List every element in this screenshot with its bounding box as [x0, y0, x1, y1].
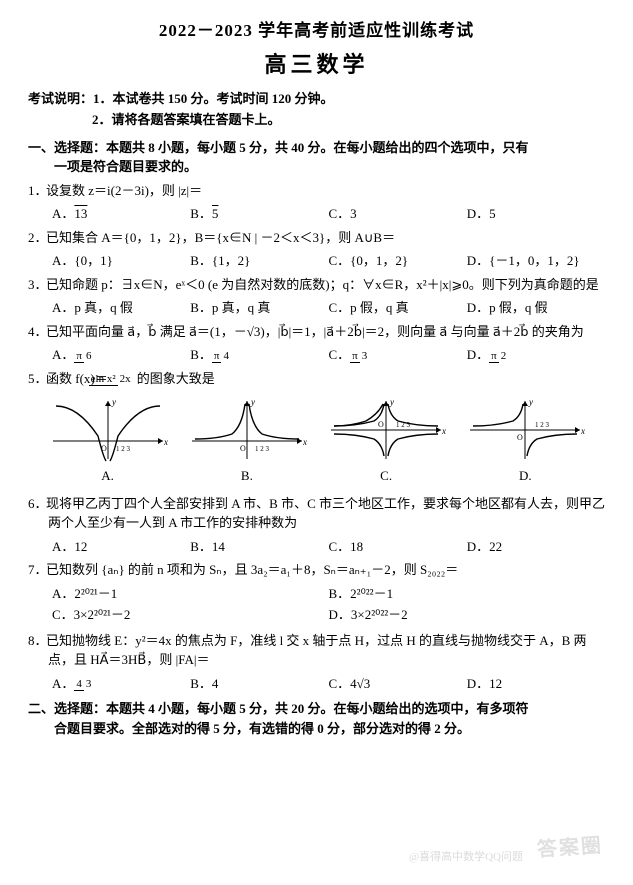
question-7: 7．已知数列 {aₙ} 的前 n 项和为 Sₙ，且 3a₂＝a₁＋8，Sₙ＝aₙ…	[28, 560, 605, 580]
svg-text:O: O	[517, 433, 523, 442]
q8-opt-a: A．43	[52, 674, 190, 694]
q8-options: A．43 B．4 C．4√3 D．12	[28, 674, 605, 694]
svg-text:O: O	[378, 420, 384, 429]
q2-opt-d: D．{－1，0，1，2}	[467, 251, 605, 271]
section-2-heading-a: 二、选择题：本题共 4 小题，每小题 5 分，共 20 分。在每小题给出的选项中…	[28, 701, 529, 716]
q5-graph-b: x y O 1 2 3	[187, 396, 307, 464]
q6-stem: 现将甲乙丙丁四个人全部安排到 A 市、B 市、C 市三个地区工作，要求每个地区都…	[46, 496, 605, 531]
question-1: 1．设复数 z＝i(2－3i)，则 |z|＝	[28, 181, 605, 201]
watermark-text: @喜得高中数学QQ问题	[409, 849, 523, 866]
svg-text:x: x	[580, 426, 585, 436]
q8-opt-d: D．12	[467, 674, 605, 694]
svg-text:1 2 3: 1 2 3	[255, 445, 270, 453]
exam-subject: 高三数学	[28, 48, 605, 81]
q3-opt-c: C．p 假，q 真	[329, 298, 467, 318]
q5-label-d: D.	[456, 466, 595, 486]
q7-number: 7．	[28, 560, 46, 580]
section-1-heading-a: 一、选择题：本题共 8 小题，每小题 5 分，共 40 分。在每小题给出的四个选…	[28, 140, 529, 155]
question-3: 3．已知命题 p：∃x∈N，eˣ＜0 (e 为自然对数的底数)；q：∀x∈R，x…	[28, 275, 605, 295]
q4-number: 4．	[28, 322, 46, 342]
q5-label-c: C.	[317, 466, 456, 486]
svg-text:1 2 3: 1 2 3	[535, 421, 550, 429]
q4-opt-c: C．π3	[329, 345, 467, 365]
q5-number: 5．	[28, 369, 46, 389]
q7-options: A．2²⁰²¹－1 B．2²⁰²²－1 C．3×2²⁰²¹－2 D．3×2²⁰²…	[28, 584, 605, 627]
q6-options: A．12 B．14 C．18 D．22	[28, 537, 605, 557]
q2-opt-c: C．{0，1，2}	[329, 251, 467, 271]
q4-opt-d: D．π2	[467, 345, 605, 365]
q6-opt-c: C．18	[329, 537, 467, 557]
svg-text:O: O	[240, 444, 246, 453]
question-5: 5．函数 f(x)＝eln x²2x 的图象大致是	[28, 369, 605, 389]
question-8: 8．已知抛物线 E：y²＝4x 的焦点为 F，准线 l 交 x 轴于点 H，过点…	[28, 631, 605, 670]
svg-text:y: y	[111, 397, 116, 407]
q1-opt-c: C．3	[329, 204, 467, 224]
q3-number: 3．	[28, 275, 46, 295]
q3-stem: 已知命题 p：∃x∈N，eˣ＜0 (e 为自然对数的底数)；q：∀x∈R，x²＋…	[46, 277, 599, 292]
q2-opt-a: A．{0，1}	[52, 251, 190, 271]
q5-graph-labels: A. B. C. D.	[28, 466, 605, 490]
q2-opt-b: B．{1，2}	[190, 251, 328, 271]
watermark-logo: 答案圈	[536, 831, 604, 866]
question-6: 6．现将甲乙丙丁四个人全部安排到 A 市、B 市、C 市三个地区工作，要求每个地…	[28, 494, 605, 533]
q3-opt-b: B．p 真，q 真	[190, 298, 328, 318]
q7-opt-d: D．3×2²⁰²²－2	[329, 605, 606, 625]
section-2-heading: 二、选择题：本题共 4 小题，每小题 5 分，共 20 分。在每小题给出的选项中…	[28, 699, 605, 738]
q1-opt-b: B．5	[190, 204, 328, 224]
q3-options: A．p 真，q 假 B．p 真，q 真 C．p 假，q 真 D．p 假，q 假	[28, 298, 605, 318]
section-1-heading-b: 一项是符合题目要求的。	[28, 157, 605, 177]
q5-stem-b: 的图象大致是	[134, 371, 215, 386]
svg-text:x: x	[163, 437, 168, 447]
q8-opt-b: B．4	[190, 674, 328, 694]
q4-opt-a: A．π6	[52, 345, 190, 365]
q8-number: 8．	[28, 631, 46, 651]
q3-opt-a: A．p 真，q 假	[52, 298, 190, 318]
q7-opt-a: A．2²⁰²¹－1	[52, 584, 329, 604]
q1-opt-d: D．5	[467, 204, 605, 224]
q5-graph-d: x y O 1 2 3	[465, 396, 585, 464]
q2-stem: 已知集合 A＝{0，1，2}，B＝{x∈N | －2＜x＜3}，则 A∪B＝	[46, 230, 395, 245]
q2-number: 2．	[28, 228, 46, 248]
q7-opt-c: C．3×2²⁰²¹－2	[52, 605, 329, 625]
q1-stem: 设复数 z＝i(2－3i)，则 |z|＝	[46, 183, 202, 198]
instructions-line1: 考试说明：1．本试卷共 150 分。考试时间 120 分钟。	[28, 89, 605, 109]
q5-label-a: A.	[38, 466, 177, 486]
question-2: 2．已知集合 A＝{0，1，2}，B＝{x∈N | －2＜x＜3}，则 A∪B＝	[28, 228, 605, 248]
q4-opt-b: B．π4	[190, 345, 328, 365]
q2-options: A．{0，1} B．{1，2} C．{0，1，2} D．{－1，0，1，2}	[28, 251, 605, 271]
svg-text:y: y	[250, 397, 255, 407]
q1-opt-a: A．13	[52, 204, 190, 224]
svg-text:1 2 3: 1 2 3	[116, 445, 131, 453]
q5-graphs: x y O 1 2 3 x y O 1 2 3 x y O 1 2 3	[28, 392, 605, 464]
q7-stem: 已知数列 {aₙ} 的前 n 项和为 Sₙ，且 3a₂＝a₁＋8，Sₙ＝aₙ₊₁…	[46, 562, 458, 577]
q3-opt-d: D．p 假，q 假	[467, 298, 605, 318]
section-2-heading-b: 合题目要求。全部选对的得 5 分，有选错的得 0 分，部分选对的得 2 分。	[28, 719, 605, 739]
q4-stem: 已知平面向量 a⃗，b⃗ 满足 a⃗＝(1，－√3)，|b⃗|＝1，|a⃗＋2b…	[46, 324, 584, 339]
q6-opt-d: D．22	[467, 537, 605, 557]
q5-label-b: B.	[177, 466, 316, 486]
q6-opt-b: B．14	[190, 537, 328, 557]
instructions-line2: 2．请将各题答案填在答题卡上。	[28, 110, 605, 130]
q7-opt-b: B．2²⁰²²－1	[329, 584, 606, 604]
q6-opt-a: A．12	[52, 537, 190, 557]
q1-number: 1．	[28, 181, 46, 201]
exam-header-year: 2022－2023 学年高考前适应性训练考试	[28, 18, 605, 44]
q5-graph-c: x y O 1 2 3	[326, 396, 446, 464]
q5-graph-a: x y O 1 2 3	[48, 396, 168, 464]
q6-number: 6．	[28, 494, 46, 514]
q8-stem: 已知抛物线 E：y²＝4x 的焦点为 F，准线 l 交 x 轴于点 H，过点 H…	[46, 633, 587, 668]
svg-text:y: y	[528, 397, 533, 407]
q4-options: A．π6 B．π4 C．π3 D．π2	[28, 345, 605, 365]
svg-text:y: y	[389, 397, 394, 407]
svg-text:x: x	[441, 426, 446, 436]
svg-text:x: x	[302, 437, 307, 447]
q8-opt-c: C．4√3	[329, 674, 467, 694]
section-1-heading: 一、选择题：本题共 8 小题，每小题 5 分，共 40 分。在每小题给出的四个选…	[28, 138, 605, 177]
question-4: 4．已知平面向量 a⃗，b⃗ 满足 a⃗＝(1，－√3)，|b⃗|＝1，|a⃗＋…	[28, 322, 605, 342]
q1-options: A．13 B．5 C．3 D．5	[28, 204, 605, 224]
